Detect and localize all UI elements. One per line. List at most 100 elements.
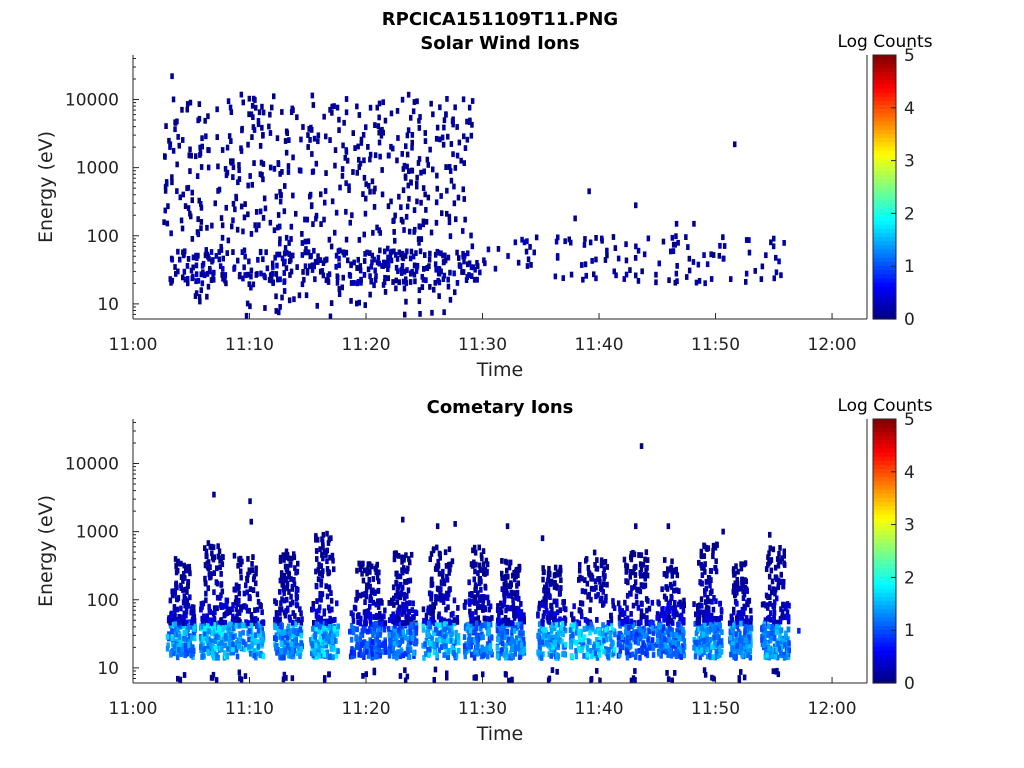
data-cell (437, 622, 442, 629)
data-cell (681, 631, 685, 638)
data-cell (469, 651, 474, 658)
data-cell (473, 648, 477, 655)
x-tick-label: 11:20 (342, 699, 391, 719)
data-cell (248, 595, 252, 602)
data-cell (489, 648, 493, 655)
data-cell (412, 262, 417, 269)
data-cell (682, 618, 686, 624)
data-cell (168, 141, 173, 148)
data-cell (313, 638, 317, 645)
data-cell (221, 275, 225, 282)
data-cell (612, 646, 617, 653)
data-cell (373, 277, 378, 283)
data-cell (446, 604, 450, 611)
data-cell (675, 587, 679, 594)
data-cell (368, 626, 372, 632)
data-cell (424, 277, 428, 284)
data-cell (673, 600, 677, 606)
data-cell (408, 577, 413, 584)
data-cell (411, 108, 416, 115)
data-cell (250, 632, 254, 639)
data-cell (205, 293, 209, 300)
data-cell (575, 619, 579, 626)
data-cell (368, 597, 372, 604)
data-cell (641, 641, 645, 647)
data-cell (231, 613, 235, 620)
colorbar-swatch (873, 236, 896, 242)
data-cell (699, 562, 703, 568)
data-cell (781, 583, 785, 590)
data-cell (657, 600, 661, 607)
data-cell (373, 647, 377, 654)
data-cell (375, 104, 379, 111)
data-cell (442, 578, 446, 585)
data-cell (252, 648, 256, 655)
data-cell (325, 593, 330, 600)
data-cell (586, 647, 590, 654)
data-cell (197, 197, 201, 204)
data-cell (672, 650, 677, 657)
colorbar-swatch (873, 493, 896, 498)
data-cell (181, 191, 185, 198)
data-cell (173, 612, 177, 619)
data-cell (218, 564, 222, 571)
data-cell (670, 627, 675, 634)
data-cell (569, 271, 574, 278)
data-cell (381, 99, 385, 106)
data-cell (330, 552, 335, 559)
data-cell (705, 631, 709, 638)
data-cell (318, 546, 322, 553)
data-cell (703, 643, 707, 650)
data-cell (671, 610, 675, 617)
data-cell (203, 272, 207, 279)
colorbar-swatch (873, 178, 896, 184)
data-cell (708, 626, 713, 633)
data-cell (645, 572, 650, 579)
data-cell (558, 590, 562, 597)
data-cell (383, 639, 387, 646)
data-cell (176, 248, 180, 255)
data-cell (644, 650, 648, 657)
data-cell (456, 633, 461, 639)
data-cell (363, 599, 367, 605)
data-cell (459, 157, 463, 164)
data-cell (403, 579, 407, 585)
data-cell (569, 239, 573, 246)
colorbar-tick-label: 1 (904, 257, 915, 277)
data-cell (258, 249, 263, 256)
data-cell (209, 544, 214, 550)
data-cell (667, 277, 671, 284)
data-cell (212, 605, 217, 612)
data-cell (624, 562, 628, 569)
colorbar-swatch (873, 674, 896, 680)
data-cell (462, 643, 467, 649)
data-cell (438, 591, 442, 598)
data-cell (291, 632, 295, 639)
data-cell (639, 619, 643, 626)
data-cell (278, 236, 282, 243)
data-cell (436, 277, 440, 284)
data-cell (225, 250, 229, 256)
data-cell (449, 177, 454, 184)
data-cell (483, 583, 487, 590)
data-cell (721, 528, 725, 535)
data-cell (329, 646, 333, 652)
data-cell (705, 595, 710, 601)
data-cell (516, 259, 521, 266)
data-cell (203, 575, 207, 582)
data-cell (193, 293, 198, 299)
data-cell (174, 581, 178, 588)
data-cell (389, 638, 393, 645)
data-cell (167, 616, 171, 623)
data-cell (771, 646, 776, 653)
data-cell (490, 634, 494, 641)
data-cell (275, 135, 280, 142)
data-cell (710, 643, 714, 650)
data-cell (526, 256, 531, 263)
data-cell (553, 564, 558, 571)
data-cell (777, 645, 782, 652)
data-cell (698, 654, 702, 661)
data-cell (350, 212, 354, 219)
data-cell (746, 652, 750, 659)
data-cell (444, 643, 448, 649)
